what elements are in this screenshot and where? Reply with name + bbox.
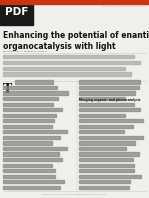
Text: nature chemistry | VOL 5 | JUNE 2013 | www.nature.com/naturechemistry: nature chemistry | VOL 5 | JUNE 2013 | w… (42, 194, 107, 196)
Bar (3, 175, 55, 178)
Text: Enhancing the potential of enantioselective: Enhancing the potential of enantioselect… (3, 31, 149, 40)
Bar (3, 61, 140, 64)
Bar (79, 119, 143, 122)
Bar (3, 141, 52, 145)
Bar (79, 180, 130, 183)
Bar (3, 186, 60, 189)
Bar (79, 136, 143, 139)
Bar (79, 80, 140, 84)
Text: PDF: PDF (5, 7, 28, 17)
Bar (79, 86, 139, 89)
Bar (3, 147, 67, 150)
Bar (3, 86, 57, 89)
Bar (79, 175, 141, 178)
Bar (79, 103, 134, 106)
Bar (79, 158, 133, 161)
Bar (3, 152, 59, 156)
Bar (3, 158, 62, 161)
Text: Benjamin List, A. Stephen K. Hashmi: Benjamin List, A. Stephen K. Hashmi (3, 50, 46, 52)
Bar (3, 119, 54, 122)
Bar (3, 108, 62, 111)
Bar (3, 136, 60, 139)
Bar (3, 125, 52, 128)
Bar (3, 91, 68, 95)
Text: organocatalysis with light: organocatalysis with light (3, 42, 116, 50)
Bar (79, 141, 135, 145)
Bar (3, 97, 58, 100)
Bar (79, 108, 141, 111)
Bar (79, 186, 129, 189)
Bar (79, 152, 139, 156)
Bar (79, 91, 135, 95)
Text: T: T (3, 83, 12, 96)
Bar (0, 0, 149, 4)
Text: NATURE CHEMISTRY  www.nature.com/naturechemistry: NATURE CHEMISTRY www.nature.com/naturech… (103, 5, 148, 7)
Bar (3, 169, 55, 172)
Bar (3, 67, 125, 70)
Bar (79, 169, 134, 172)
Bar (3, 72, 131, 76)
Bar (15, 80, 53, 84)
Bar (79, 114, 125, 117)
Bar (3, 103, 53, 106)
Text: Merging organic- and photocatalysis: Merging organic- and photocatalysis (79, 98, 141, 102)
Bar (3, 114, 56, 117)
Bar (0, 0, 33, 25)
Bar (79, 97, 125, 100)
Bar (79, 125, 133, 128)
Bar (79, 164, 134, 167)
Bar (3, 55, 134, 58)
Bar (79, 130, 124, 133)
Bar (79, 147, 127, 150)
Bar (3, 130, 67, 133)
Bar (3, 164, 52, 167)
Bar (3, 180, 64, 183)
